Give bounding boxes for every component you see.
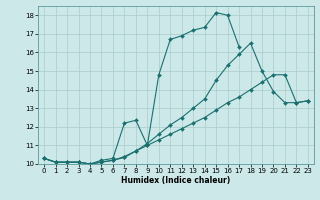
- X-axis label: Humidex (Indice chaleur): Humidex (Indice chaleur): [121, 176, 231, 185]
